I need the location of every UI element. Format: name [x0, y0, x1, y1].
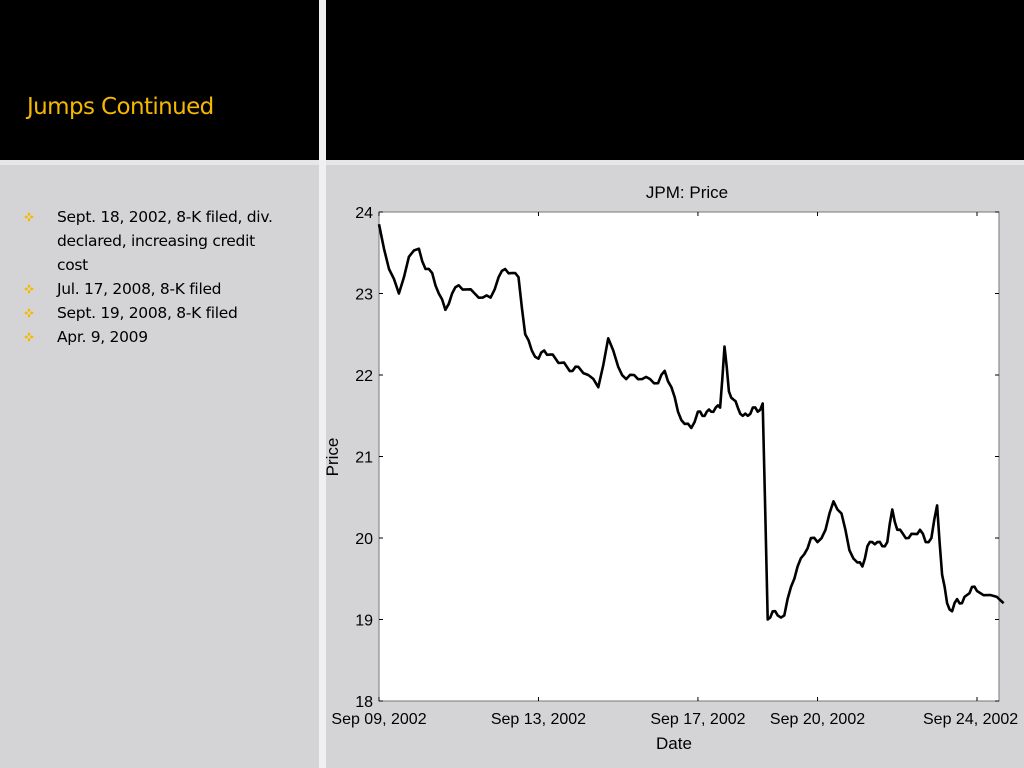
bullet-text: Sept. 18, 2002, 8-K filed, div. declared… — [57, 208, 273, 274]
vertical-divider — [319, 0, 326, 768]
header-right-panel — [326, 0, 1024, 160]
bullet-text: Apr. 9, 2009 — [57, 328, 148, 346]
bullet-item: Jul. 17, 2008, 8-K filed — [24, 277, 284, 301]
bullet-text: Jul. 17, 2008, 8-K filed — [57, 280, 222, 298]
horizontal-divider — [0, 160, 1024, 165]
y-axis: 18 19 20 21 22 23 24 — [355, 205, 999, 711]
slide-title: Jumps Continued — [27, 94, 214, 120]
plot-area — [378, 211, 1000, 702]
title-panel: Jumps Continued — [0, 0, 319, 160]
diamond-bullet-icon — [24, 277, 57, 301]
bullet-list: Sept. 18, 2002, 8-K filed, div. declared… — [24, 205, 284, 349]
bullet-item: Apr. 9, 2009 — [24, 325, 284, 349]
y-axis-label: Price — [326, 438, 342, 477]
y-tick-label: 24 — [355, 205, 373, 222]
y-tick-label: 19 — [355, 613, 373, 630]
x-tick-label: Sep 09, 2002 — [331, 711, 426, 728]
y-tick-label: 18 — [355, 694, 373, 711]
x-tick-label: Sep 13, 2002 — [491, 711, 586, 728]
x-tick-label: Sep 24, 2002 — [923, 711, 1018, 728]
x-axis: Sep 09, 2002 Sep 13, 2002 Sep 17, 2002 Sep … — [331, 212, 1018, 728]
y-tick-label: 22 — [355, 368, 373, 385]
y-tick-label: 23 — [355, 287, 373, 304]
bullet-text: Sept. 19, 2008, 8-K filed — [57, 304, 238, 322]
y-tick-label: 21 — [355, 450, 373, 467]
x-tick-label: Sep 20, 2002 — [770, 711, 865, 728]
diamond-bullet-icon — [24, 301, 57, 325]
x-tick-label: Sep 17, 2002 — [650, 711, 745, 728]
bullet-item: Sept. 19, 2008, 8-K filed — [24, 301, 284, 325]
diamond-bullet-icon — [24, 205, 57, 229]
y-tick-label: 20 — [355, 531, 373, 548]
chart-title: JPM: Price — [646, 183, 728, 202]
bullet-panel: Sept. 18, 2002, 8-K filed, div. declared… — [0, 165, 319, 768]
x-axis-label: Date — [656, 734, 692, 753]
price-series-line — [377, 223, 1005, 621]
diamond-bullet-icon — [24, 325, 57, 349]
bullet-item: Sept. 18, 2002, 8-K filed, div. declared… — [24, 205, 284, 277]
